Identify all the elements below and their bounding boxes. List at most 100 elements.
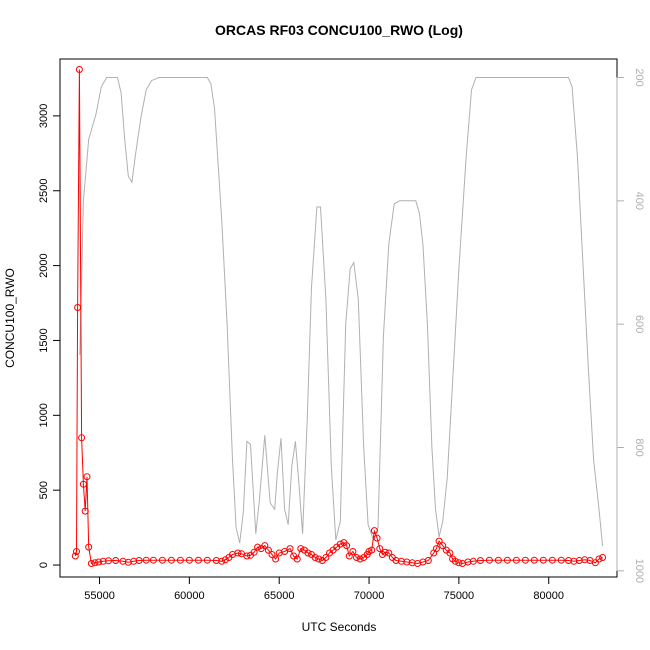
- series-left-line: [74, 69, 603, 565]
- data-point: [286, 545, 294, 553]
- data-point: [349, 548, 357, 555]
- data-point: [105, 557, 112, 565]
- plot-frame: [59, 58, 618, 578]
- x-axis: 55000 60000 65000 70000 75000 80000: [84, 576, 564, 602]
- y-axis-right: 200 400 600 800 1000: [616, 68, 645, 583]
- data-point: [455, 559, 463, 567]
- data-point: [99, 557, 107, 565]
- data-point: [74, 304, 82, 311]
- data-point: [272, 555, 280, 563]
- data-point: [218, 557, 226, 565]
- data-point: [250, 548, 258, 556]
- data-point: [234, 549, 242, 557]
- y2-tick-label: 600: [633, 315, 645, 333]
- data-point: [476, 557, 484, 564]
- data-point: [130, 557, 138, 565]
- data-point: [494, 556, 502, 564]
- data-point: [512, 556, 520, 564]
- data-point: [595, 555, 603, 563]
- y-axis-left: 0 500 1000 1500 2000 2500 3000: [38, 104, 61, 568]
- data-point: [75, 66, 83, 73]
- data-point: [297, 545, 305, 553]
- y-tick-label: 2500: [38, 179, 50, 203]
- y2-tick-label: 200: [633, 68, 645, 86]
- data-point: [557, 556, 565, 564]
- data-point: [83, 473, 91, 481]
- data-point: [353, 554, 360, 561]
- data-point: [95, 558, 103, 566]
- data-point: [469, 557, 477, 565]
- data-point: [385, 549, 393, 557]
- data-point: [446, 549, 454, 557]
- data-point: [408, 559, 416, 567]
- data-point: [73, 548, 80, 555]
- y2-tick-label: 400: [633, 192, 645, 210]
- data-point: [381, 548, 389, 556]
- data-point: [281, 548, 289, 555]
- data-point: [565, 557, 572, 564]
- data-point: [311, 554, 319, 561]
- data-point: [581, 556, 589, 564]
- data-point: [71, 552, 79, 560]
- data-point: [570, 557, 578, 565]
- data-point: [194, 556, 202, 564]
- data-point: [315, 555, 323, 563]
- data-point: [322, 554, 330, 561]
- data-point: [85, 543, 93, 551]
- y-tick-label: 1000: [38, 403, 50, 427]
- data-point: [439, 542, 447, 550]
- data-point: [176, 556, 184, 564]
- data-point: [435, 537, 443, 545]
- y-tick-label: 3000: [38, 104, 50, 128]
- data-point: [575, 557, 583, 564]
- data-point: [268, 551, 276, 558]
- data-point: [397, 557, 405, 565]
- series-left: [71, 66, 607, 567]
- data-point: [142, 556, 150, 564]
- y-tick-label: 2000: [38, 253, 50, 277]
- data-point: [336, 540, 344, 548]
- data-point: [503, 556, 511, 564]
- data-point: [167, 556, 175, 564]
- data-point: [243, 552, 251, 560]
- data-point: [548, 556, 556, 564]
- data-point: [149, 556, 157, 564]
- y2-tick-label: 800: [633, 438, 645, 456]
- data-point: [185, 556, 193, 564]
- data-point: [304, 549, 312, 557]
- data-point: [464, 558, 472, 566]
- chart-title: ORCAS RF03 CONCU100_RWO (Log): [215, 22, 463, 38]
- data-point: [87, 560, 95, 567]
- data-point: [135, 557, 143, 564]
- data-point: [112, 557, 120, 564]
- data-point: [264, 546, 272, 554]
- data-point: [343, 542, 351, 550]
- data-point: [158, 556, 166, 564]
- data-point: [599, 554, 607, 561]
- data-point: [373, 534, 381, 542]
- data-point: [79, 480, 87, 488]
- x-tick-label: 75000: [444, 590, 475, 602]
- data-point: [432, 545, 440, 553]
- data-point: [376, 545, 384, 553]
- data-point: [368, 546, 376, 554]
- series-right: [79, 77, 604, 547]
- y-tick-label: 500: [38, 481, 50, 499]
- data-point: [293, 555, 301, 563]
- data-point: [451, 557, 459, 565]
- data-point: [261, 542, 269, 550]
- x-tick-label: 70000: [354, 590, 385, 602]
- y2-tick-label: 1000: [633, 559, 645, 583]
- data-point: [203, 556, 211, 564]
- data-point: [403, 558, 411, 566]
- y-tick-label: 0: [38, 562, 50, 568]
- data-point: [485, 556, 493, 564]
- data-point: [591, 559, 599, 567]
- data-point: [530, 556, 538, 564]
- data-point: [392, 557, 400, 564]
- data-point: [424, 557, 432, 564]
- data-point: [221, 556, 229, 564]
- x-axis-label: UTC Seconds: [302, 620, 377, 634]
- data-point: [78, 434, 86, 442]
